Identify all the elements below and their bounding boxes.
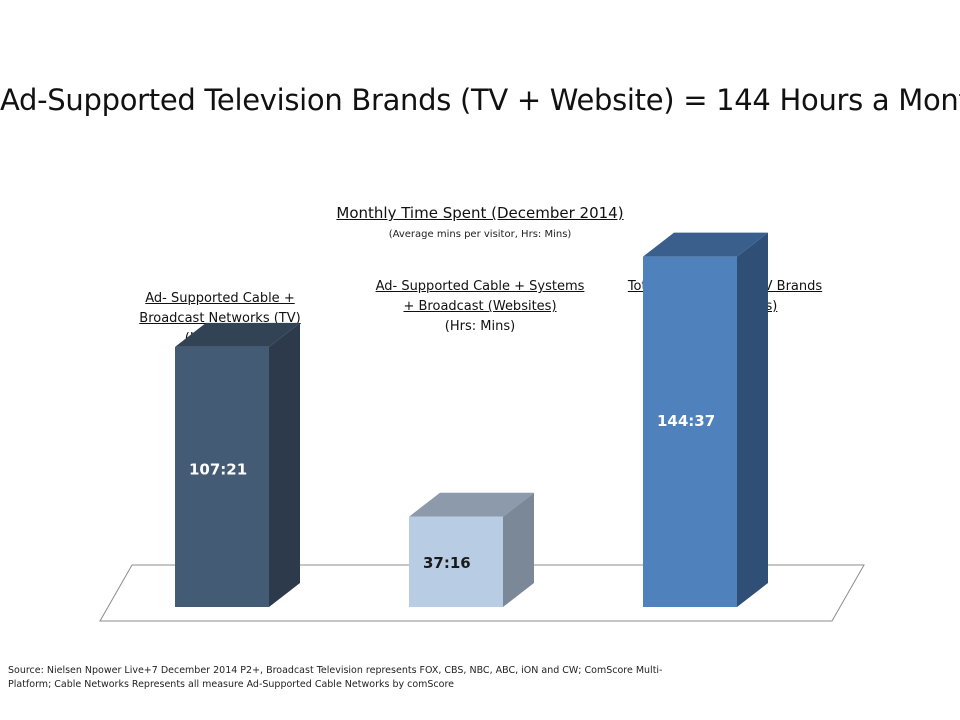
bar-2: 37:16 (409, 492, 534, 607)
bar-3: 144:37 (643, 232, 768, 607)
bar-top (175, 322, 300, 347)
bar-value-label: 144:37 (657, 412, 715, 430)
bar-value-label: 107:21 (189, 461, 247, 479)
bar-side (737, 232, 768, 607)
bar-value-label: 37:16 (423, 554, 471, 572)
category-name-line2: Broadcast Networks (TV) (139, 311, 301, 326)
bar-top (643, 232, 768, 257)
bar-side (269, 322, 300, 607)
bars-group: 107:21 37:16 144:37 (175, 232, 768, 607)
category-name-line1: Ad- Supported Cable + Systems (375, 279, 585, 294)
bar-1: 107:21 (175, 322, 300, 607)
chart-subtitle: (Average mins per visitor, Hrs: Mins) (388, 229, 572, 240)
category-name-line2: + Broadcast (Websites) (403, 299, 557, 314)
bar-front (175, 346, 269, 607)
bar-front (643, 256, 737, 607)
category-name-line1: Ad- Supported Cable + (145, 291, 295, 306)
category-unit: (Hrs: Mins) (444, 319, 516, 334)
source-note: Source: Nielsen Npower Live+7 December 2… (8, 665, 663, 690)
bar-top (409, 492, 534, 517)
page-title: Ad-Supported Television Brands (TV + Web… (0, 83, 960, 117)
bar-side (503, 492, 534, 607)
category-label-websites: Ad- Supported Cable + Systems + Broadcas… (350, 277, 610, 337)
chart-title: Monthly Time Spent (December 2014) (336, 204, 624, 222)
bar-front (409, 516, 503, 607)
